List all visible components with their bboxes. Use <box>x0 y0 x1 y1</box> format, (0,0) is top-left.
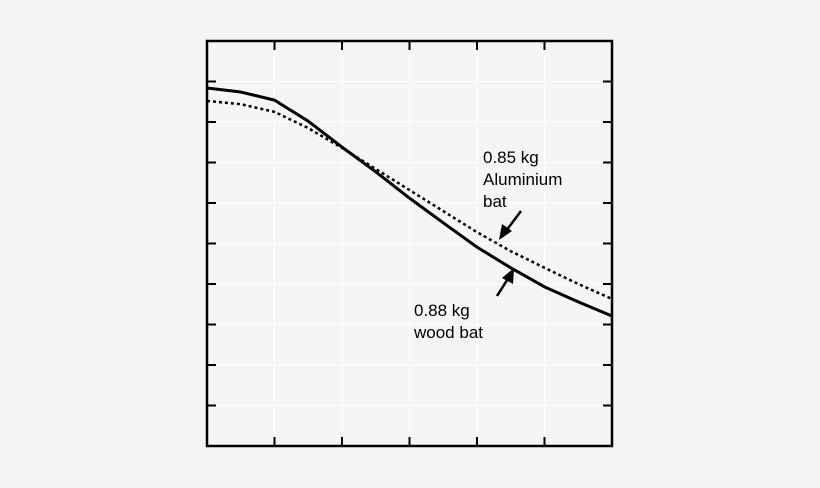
annotation: 0.85 kg <box>483 148 539 167</box>
series-line <box>206 99 613 301</box>
series-line <box>206 86 613 318</box>
arrow <box>499 210 522 240</box>
annotation: 0.88 kg <box>414 301 470 320</box>
arrow <box>495 268 514 297</box>
annotation: Aluminium <box>483 170 562 189</box>
annotation: wood bat <box>413 323 483 342</box>
grid <box>207 41 612 446</box>
plot <box>206 86 613 318</box>
annotation: bat <box>483 192 507 211</box>
ticks <box>207 41 612 446</box>
